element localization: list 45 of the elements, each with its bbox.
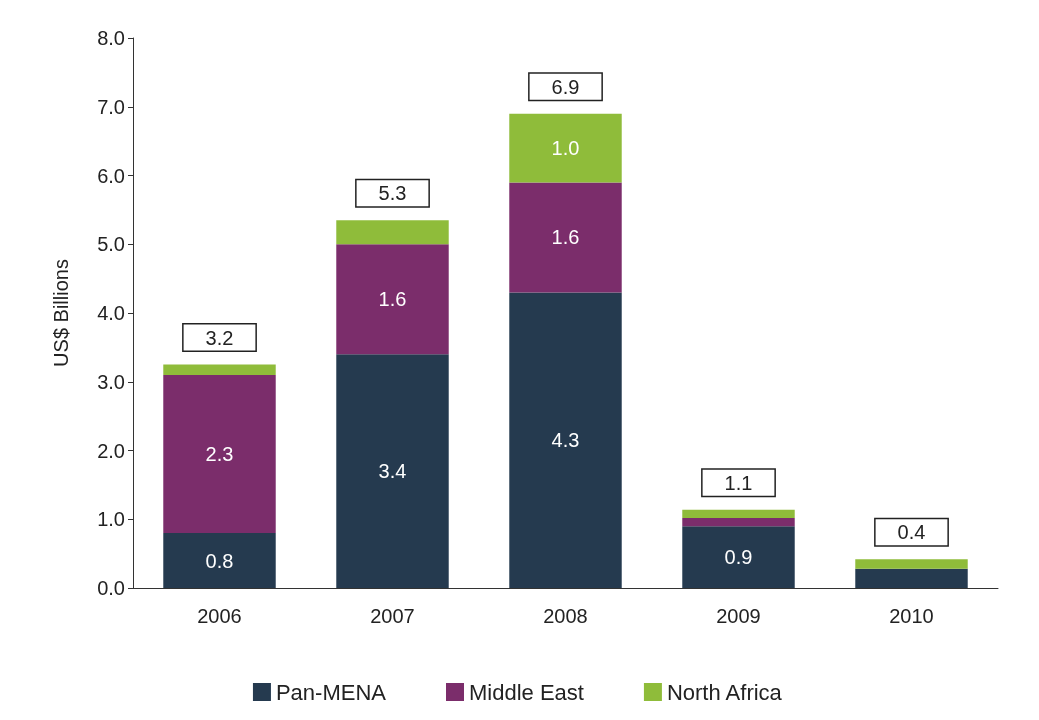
bar	[336, 220, 449, 245]
bar	[855, 568, 968, 588]
total-label: 6.9	[551, 75, 580, 98]
data-label: 1.6	[378, 288, 407, 311]
legend-label: Pan-MENA	[275, 679, 387, 705]
bar	[855, 559, 968, 569]
y-tick-label: 5.0	[97, 233, 125, 256]
bar	[336, 354, 449, 588]
bar	[163, 374, 276, 533]
data-label: 1.0	[551, 137, 580, 159]
y-tick-label: 0.0	[97, 577, 125, 599]
total-label: 3.2	[205, 326, 234, 349]
x-tick-label: 2008	[543, 605, 588, 627]
y-tick-label: 4.0	[97, 302, 125, 324]
legend-label: Middle East	[468, 679, 584, 705]
y-tick-label: 2.0	[97, 439, 125, 462]
data-label: 4.3	[551, 429, 580, 452]
legend-label: North Africa	[666, 679, 783, 705]
total-label: 1.1	[724, 471, 753, 494]
y-tick-label: 1.0	[97, 508, 125, 531]
bar	[163, 364, 276, 375]
data-label: 0.9	[724, 546, 753, 569]
total-label: 0.4	[897, 521, 926, 544]
x-tick-label: 2007	[370, 605, 415, 627]
y-tick-label: 3.0	[97, 370, 125, 393]
y-tick-label: 7.0	[97, 95, 125, 118]
data-label: 3.4	[378, 460, 407, 483]
y-tick-label: 6.0	[97, 164, 125, 187]
data-label: 1.6	[551, 226, 580, 249]
x-tick-label: 2009	[716, 605, 761, 627]
data-label: 0.8	[205, 549, 234, 572]
data-label: 2.3	[205, 442, 234, 465]
bar	[682, 509, 795, 518]
total-label: 5.3	[378, 182, 407, 205]
x-tick-label: 2010	[889, 605, 934, 627]
bar	[682, 526, 795, 588]
bar	[336, 244, 449, 355]
bar	[163, 533, 276, 588]
y-axis-title: US$ Billions	[50, 259, 72, 367]
bar	[682, 517, 795, 527]
y-tick-label: 8.0	[97, 27, 125, 49]
bar	[509, 113, 622, 183]
bar	[509, 182, 622, 293]
x-tick-label: 2006	[197, 605, 242, 627]
bar	[509, 292, 622, 588]
